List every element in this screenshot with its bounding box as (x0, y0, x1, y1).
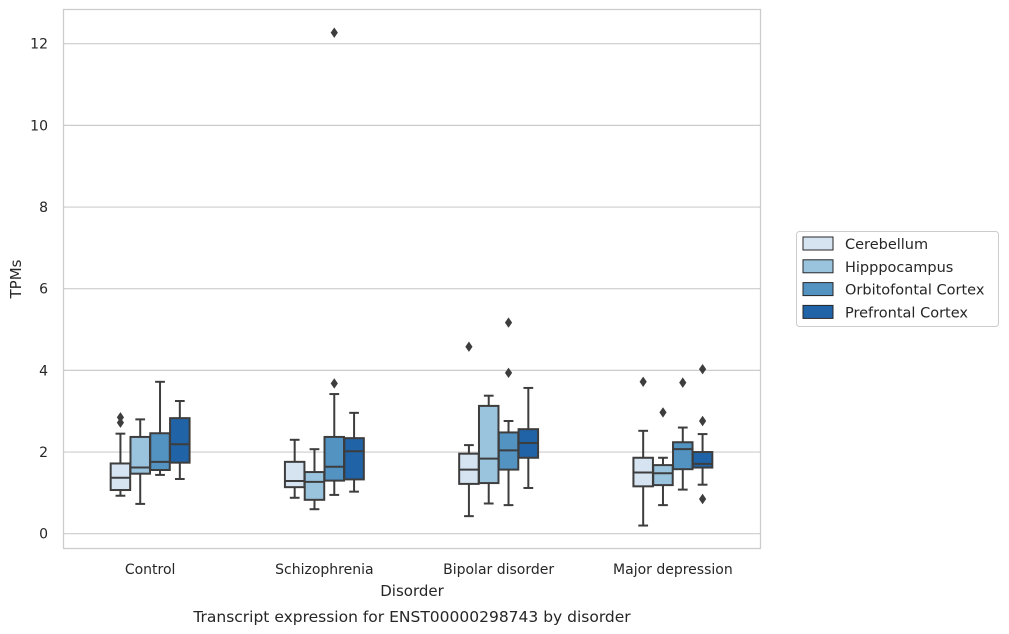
legend-item-1: Hipppocampus (802, 259, 953, 276)
outlier-point (504, 317, 513, 328)
x-tick-label: Bipolar disorder (443, 562, 554, 578)
box-0-1 (129, 418, 151, 505)
legend-label: Cerebellum (845, 237, 928, 253)
box-plot-series (109, 27, 714, 527)
legend-item-3: Prefrontal Cortex (802, 304, 968, 321)
box-iqr (323, 435, 346, 482)
box-iqr (343, 437, 365, 481)
legend-swatch (802, 259, 834, 274)
x-axis-label: Disorder (380, 582, 444, 600)
outlier-point (698, 363, 707, 375)
box-0-3 (169, 400, 191, 480)
x-tick-labels: Control Schizophrenia Bipolar disorder Majo… (125, 562, 733, 578)
outlier-point (639, 376, 647, 388)
legend-label: Hipppocampus (845, 260, 953, 276)
legend: Cerebellum Hipppocampus Orbitofontal Corte… (796, 231, 999, 327)
y-tick-labels: 0 2 4 6 8 10 12 (30, 37, 48, 543)
box-3-3 (691, 363, 714, 505)
box-2-1 (477, 394, 500, 505)
legend-swatch (802, 236, 834, 251)
box-iqr (283, 460, 306, 489)
box-2-2 (497, 317, 520, 507)
outlier-point (698, 493, 707, 505)
box-2-3 (517, 386, 540, 489)
box-0-2 (149, 380, 171, 476)
box-iqr (477, 404, 500, 485)
outlier-point (116, 412, 125, 423)
box-1-1 (303, 448, 326, 511)
box-2-0 (458, 341, 480, 518)
box-3-1 (652, 407, 674, 507)
outlier-point (659, 407, 667, 418)
box-iqr (149, 432, 171, 472)
outlier-point (504, 367, 513, 379)
box-iqr (109, 462, 132, 492)
box-1-0 (283, 438, 306, 499)
box-iqr (691, 451, 714, 469)
y-tick-label: 0 (39, 527, 48, 543)
box-3-0 (632, 376, 654, 527)
outlier-point (330, 378, 338, 389)
y-axis-label: TPMs (7, 259, 25, 299)
x-tick-label: Schizophrenia (275, 562, 373, 578)
box-iqr (303, 471, 326, 501)
box-3-2 (672, 377, 694, 491)
y-tick-label: 10 (30, 118, 48, 134)
legend-item-2: Orbitofontal Cortex (802, 282, 985, 299)
legend-swatch (802, 304, 834, 319)
box-1-2 (323, 27, 346, 496)
x-tick-label: Major depression (613, 562, 733, 578)
outlier-point (465, 341, 473, 352)
legend-item-0: Cerebellum (802, 236, 928, 253)
plot-frame (62, 8, 762, 550)
y-tick-label: 12 (30, 37, 48, 53)
box-0-0 (109, 412, 132, 497)
x-tick-label: Control (125, 562, 176, 578)
box-iqr (652, 464, 674, 487)
legend-swatch (802, 282, 834, 297)
outlier-point (698, 415, 707, 427)
outlier-point (116, 417, 125, 428)
y-tick-label: 2 (39, 445, 48, 461)
legend-label: Orbitofontal Cortex (845, 283, 985, 299)
y-tick-label: 8 (39, 200, 48, 216)
outlier-point (330, 27, 338, 38)
box-iqr (672, 441, 694, 471)
y-tick-label: 4 (39, 363, 48, 379)
box-iqr (169, 417, 191, 464)
outlier-point (679, 377, 687, 388)
y-tick-label: 6 (39, 282, 48, 298)
legend-frame (796, 231, 999, 327)
legend-label: Prefrontal Cortex (845, 305, 968, 321)
box-1-3 (343, 411, 365, 493)
chart-caption: Transcript expression for ENST0000029874… (192, 608, 631, 626)
